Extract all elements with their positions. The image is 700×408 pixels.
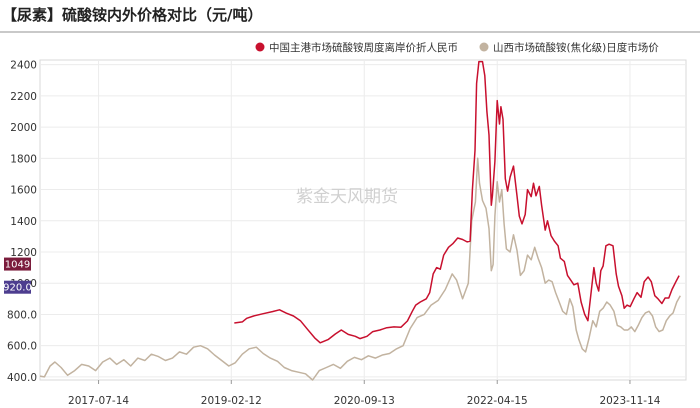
y-tick-label: 2400 <box>10 60 37 72</box>
x-tick-label: 2017-07-14 <box>68 395 129 407</box>
plot-frame <box>39 59 687 381</box>
y-tick-label: 1200 <box>10 247 37 259</box>
last-value-box <box>4 257 31 271</box>
y-tick-label: 2200 <box>10 91 37 103</box>
watermark-text: 紫金天风期货 <box>296 187 398 207</box>
series-line-1 <box>234 60 680 344</box>
y-tick-label: 2000 <box>10 122 37 134</box>
y-tick-label: 800.0 <box>7 309 37 321</box>
y-tick-label: 600.0 <box>7 341 37 353</box>
x-tick-label: 2023-11-14 <box>599 395 660 407</box>
legend-label: 山西市场硫酸铵(焦化级)日度市场价 <box>493 41 659 54</box>
last-value-box <box>4 280 31 294</box>
x-tick-label: 2022-04-15 <box>467 395 528 407</box>
last-value-tag: 920.0 <box>3 280 32 294</box>
legend-item: 山西市场硫酸铵(焦化级)日度市场价 <box>479 41 659 54</box>
y-axis-ticks: 400.0600.0800.01000120014001600180020002… <box>7 60 37 384</box>
x-tick-label: 2020-09-13 <box>334 395 395 407</box>
legend: 中国主港市场硫酸铵周度离岸价折人民币 山西市场硫酸铵(焦化级)日度市场价 <box>255 41 659 54</box>
legend-marker <box>479 42 489 52</box>
legend-label: 中国主港市场硫酸铵周度离岸价折人民币 <box>269 41 458 54</box>
last-value-labels: 1049 920.0 <box>3 257 32 294</box>
y-tick-label: 1600 <box>10 185 37 197</box>
last-value-tag: 1049 <box>4 257 31 271</box>
y-tick-label: 1800 <box>10 153 37 165</box>
x-axis-ticks: 2017-07-14 2019-02-12 2020-09-13 2022-04-15… <box>68 395 661 407</box>
y-tick-label: 1400 <box>10 216 37 228</box>
series-lines <box>39 60 681 381</box>
gridlines <box>39 59 687 384</box>
x-tick-label: 2019-02-12 <box>201 395 262 407</box>
legend-item: 中国主港市场硫酸铵周度离岸价折人民币 <box>255 41 458 54</box>
last-value-text: 920.0 <box>3 283 32 294</box>
y-tick-label: 400.0 <box>7 372 37 384</box>
last-value-text: 1049 <box>5 260 30 271</box>
title-divider <box>0 31 700 33</box>
chart-title: 【尿素】硫酸铵内外价格对比（元/吨） <box>2 6 263 24</box>
legend-marker <box>255 42 265 52</box>
